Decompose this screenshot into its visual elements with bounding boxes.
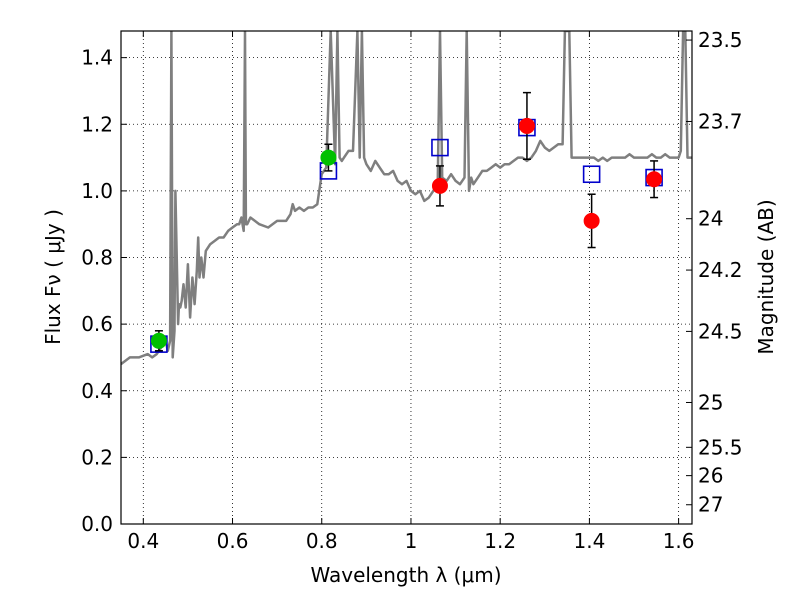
y2-tick-label: 27 bbox=[698, 493, 723, 517]
model-photometry-square bbox=[582, 165, 601, 184]
y-tick-label: 0.4 bbox=[81, 379, 113, 403]
y2-tick-label: 23.5 bbox=[698, 28, 743, 52]
y-tick-label: 1.4 bbox=[81, 46, 113, 70]
y2-tick-label: 26 bbox=[698, 464, 723, 488]
x-tick-label: 0.8 bbox=[306, 529, 338, 553]
model-photometry-square bbox=[431, 138, 449, 157]
y-tick-label: 1.2 bbox=[81, 112, 113, 136]
y-tick-label: 0.2 bbox=[81, 445, 113, 469]
x-tick-label: 1.2 bbox=[484, 529, 516, 553]
y2-axis-label: Magnitude (AB) bbox=[754, 199, 778, 354]
y2-tick-label: 24.5 bbox=[698, 319, 743, 343]
y2-tick-label: 23.7 bbox=[698, 109, 743, 133]
x-tick-label: 0.4 bbox=[127, 529, 159, 553]
y-tick-label: 0.6 bbox=[81, 312, 113, 336]
y2-tick-label: 24.2 bbox=[698, 258, 743, 282]
y-tick-label: 1.0 bbox=[81, 179, 113, 203]
x-tick-label: 1.6 bbox=[663, 529, 695, 553]
y2-tick-label: 25 bbox=[698, 390, 723, 414]
plot-frame bbox=[120, 30, 693, 525]
axis-ticks: 0.4 0.6 0.8 1 1.2 1.4 1.6 0.0 0.2 0.4 0.6 0.8 1.0 1.2… bbox=[81, 28, 742, 553]
observed-photometry-point bbox=[431, 177, 448, 194]
grid bbox=[121, 31, 692, 525]
observed-photometry-point bbox=[150, 332, 167, 349]
plot-area bbox=[121, 31, 692, 366]
y-axis-label: Flux Fν ( μJy ) bbox=[41, 209, 65, 345]
y2-tick-label: 25.5 bbox=[698, 435, 743, 459]
x-tick-label: 0.6 bbox=[217, 529, 249, 553]
observed-photometry-point bbox=[320, 149, 337, 166]
y-tick-label: 0.8 bbox=[81, 246, 113, 270]
model-spectrum-line bbox=[121, 31, 692, 366]
observed-photometry-point bbox=[646, 171, 663, 188]
observed-photometry-point bbox=[518, 117, 535, 134]
x-tick-label: 1.4 bbox=[573, 529, 605, 553]
y-tick-label: 0.0 bbox=[81, 512, 113, 536]
x-axis-label: Wavelength λ (μm) bbox=[310, 563, 501, 587]
y2-tick-label: 24 bbox=[698, 207, 723, 231]
x-tick-label: 1 bbox=[405, 529, 418, 553]
observed-photometry-point bbox=[583, 212, 600, 229]
